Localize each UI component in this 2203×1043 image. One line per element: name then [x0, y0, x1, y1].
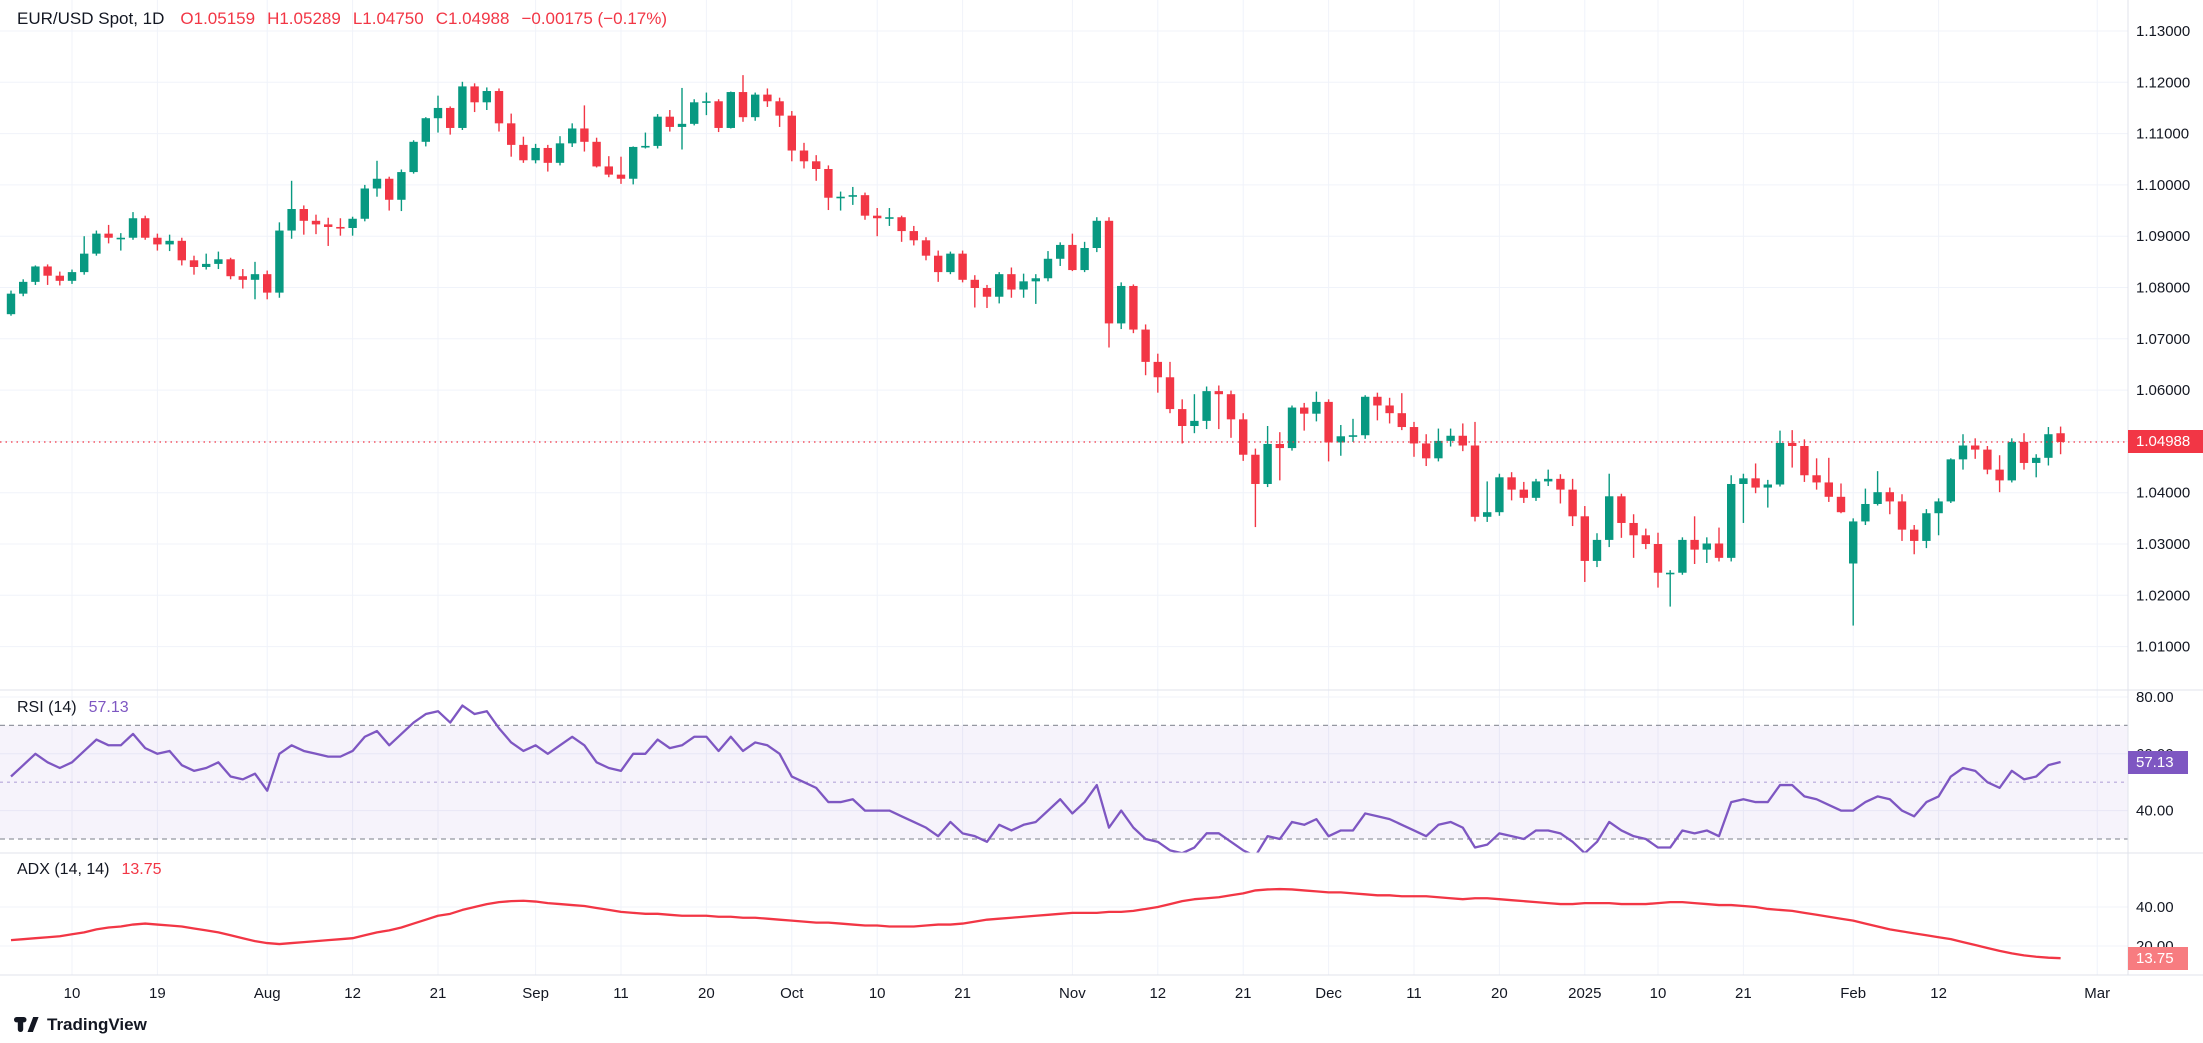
rsi-value-badge: 57.13: [2128, 750, 2188, 774]
svg-text:1.07000: 1.07000: [2136, 331, 2190, 348]
svg-text:19: 19: [149, 985, 166, 1002]
ohlc-low: L1.04750: [352, 9, 424, 28]
candles-series: [6, 75, 2065, 626]
rsi-title[interactable]: RSI (14): [17, 699, 77, 716]
svg-text:Dec: Dec: [1315, 985, 1342, 1002]
svg-text:1.08000: 1.08000: [2136, 280, 2190, 297]
svg-text:12: 12: [1149, 985, 1166, 1002]
ohlc-high: H1.05289: [267, 9, 341, 28]
svg-text:21: 21: [954, 985, 971, 1002]
svg-text:Nov: Nov: [1059, 985, 1086, 1002]
rsi-value: 57.13: [88, 699, 129, 716]
ohlc-open: O1.05159: [180, 9, 256, 28]
rsi-legend: RSI (14) 57.13: [17, 699, 129, 717]
svg-text:1.13000: 1.13000: [2136, 23, 2190, 40]
svg-text:11: 11: [613, 985, 629, 1002]
adx-legend: ADX (14, 14) 13.75: [17, 861, 162, 879]
symbol-title[interactable]: EUR/USD Spot, 1D: [17, 9, 165, 28]
svg-text:1.04000: 1.04000: [2136, 485, 2190, 502]
svg-text:40.00: 40.00: [2136, 899, 2174, 916]
pane-separators: [0, 0, 2203, 976]
svg-text:1.12000: 1.12000: [2136, 74, 2190, 91]
svg-text:Mar: Mar: [2084, 985, 2110, 1002]
adx-value-badge: 13.75: [2128, 947, 2188, 971]
change-label: −0.00175 (−0.17%): [521, 9, 668, 28]
svg-text:Oct: Oct: [780, 985, 804, 1002]
svg-text:Sep: Sep: [522, 985, 549, 1002]
tradingview-attribution[interactable]: TradingView: [14, 1014, 147, 1035]
price-badge: 1.04988: [2128, 430, 2203, 453]
tradingview-logo-icon: [14, 1017, 39, 1032]
svg-text:1.01000: 1.01000: [2136, 639, 2190, 656]
price-axis[interactable]: 1.13000 1.12000 1.11000 1.10000 1.09000 1.080…: [2136, 23, 2190, 955]
rsi-band: [0, 724, 2128, 840]
svg-text:10: 10: [1650, 985, 1667, 1002]
svg-text:Aug: Aug: [254, 985, 281, 1002]
svg-text:20: 20: [1491, 985, 1508, 1002]
svg-text:80.00: 80.00: [2136, 689, 2174, 706]
svg-text:2025: 2025: [1568, 985, 1601, 1002]
svg-text:21: 21: [430, 985, 447, 1002]
adx-line-series: [10, 887, 2061, 960]
tradingview-wordmark: TradingView: [47, 1014, 147, 1034]
svg-text:11: 11: [1406, 985, 1422, 1002]
svg-text:1.02000: 1.02000: [2136, 587, 2190, 604]
svg-text:Feb: Feb: [1840, 985, 1866, 1002]
svg-text:1.03000: 1.03000: [2136, 536, 2190, 553]
svg-text:1.06000: 1.06000: [2136, 382, 2190, 399]
ohlc-close: C1.04988: [435, 9, 510, 28]
svg-text:1.10000: 1.10000: [2136, 177, 2190, 194]
svg-text:10: 10: [869, 985, 886, 1002]
svg-text:1.11000: 1.11000: [2136, 126, 2189, 143]
svg-text:21: 21: [1235, 985, 1252, 1002]
time-axis[interactable]: 10 19 Aug 12 21 Sep 11 20 Oct 10 21 Nov 12 21 Dec 11 20 2…: [64, 985, 2110, 1002]
svg-text:20: 20: [698, 985, 715, 1002]
svg-text:40.00: 40.00: [2136, 803, 2174, 820]
gridlines: [0, 0, 2128, 975]
adx-value: 13.75: [121, 861, 162, 878]
svg-text:21: 21: [1735, 985, 1752, 1002]
svg-text:1.09000: 1.09000: [2136, 228, 2190, 245]
svg-text:12: 12: [1930, 985, 1947, 1002]
svg-text:12: 12: [344, 985, 361, 1002]
adx-title[interactable]: ADX (14, 14): [17, 861, 110, 878]
rsi-line-series: [10, 704, 2061, 853]
main-chart-legend: EUR/USD Spot, 1D O1.05159 H1.05289 L1.04…: [17, 9, 667, 29]
svg-text:10: 10: [64, 985, 81, 1002]
